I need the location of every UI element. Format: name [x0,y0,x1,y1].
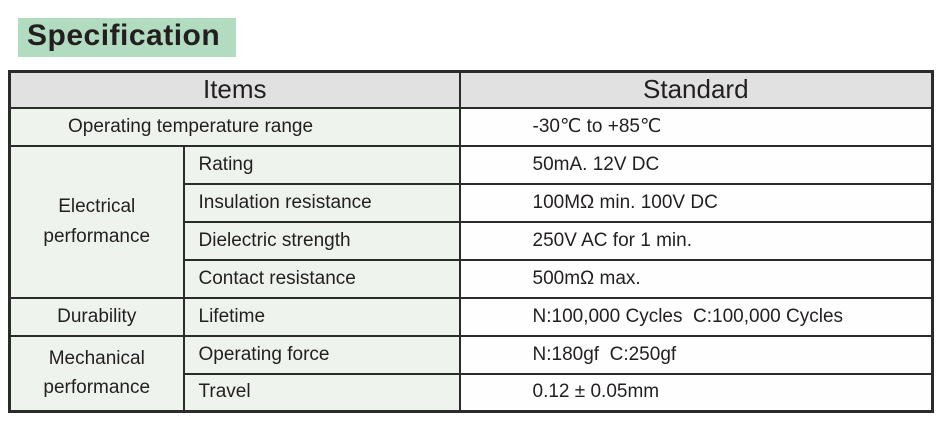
specification-table: Items Standard Operating temperature ran… [8,70,935,413]
column-header-standard: Standard [458,70,934,109]
standard-cell-operating-temperature-range: -30℃ to +85℃ [458,106,934,147]
standard-cell-rating: 50mA. 12V DC [458,144,934,185]
column-header-items: Items [8,70,461,109]
item-cell-operating-force: Operating force [182,334,461,375]
table-row: Dielectric strength 250V AC for 1 min. [10,220,934,261]
table-row: Travel 0.12 ± 0.05mm [10,372,934,413]
item-cell-contact-resistance: Contact resistance [182,258,461,299]
standard-cell-lifetime: N:100,000 Cycles C:100,000 Cycles [458,296,934,337]
group-cell-durability: Durability [8,296,185,337]
item-cell-insulation-resistance: Insulation resistance [182,182,461,223]
table-row: Durability Lifetime N:100,000 Cycles C:1… [8,296,934,337]
standard-cell-operating-force: N:180gf C:250gf [458,334,934,375]
table-row: Insulation resistance 100MΩ min. 100V DC [10,182,934,223]
table-row: Mechanical performance Operating force N… [8,334,934,413]
standard-cell-dielectric-strength: 250V AC for 1 min. [458,220,934,261]
table-row: Electrical performance Rating 50mA. 12V … [8,144,934,299]
item-cell-operating-temperature-range: Operating temperature range [8,106,461,147]
item-cell-rating: Rating [182,144,461,185]
group-cell-mechanical-performance: Mechanical performance [8,334,185,413]
standard-cell-insulation-resistance: 100MΩ min. 100V DC [458,182,934,223]
standard-cell-contact-resistance: 500mΩ max. [458,258,934,299]
item-cell-travel: Travel [182,372,461,413]
table-row: Operating temperature range -30℃ to +85℃ [8,106,934,147]
page-title: Specification [18,18,237,57]
standard-cell-travel: 0.12 ± 0.05mm [458,372,934,413]
table-row: Contact resistance 500mΩ max. [10,258,934,299]
item-cell-lifetime: Lifetime [182,296,461,337]
item-cell-dielectric-strength: Dielectric strength [182,220,461,261]
header-row: Items Standard [8,70,934,109]
group-cell-electrical-performance: Electrical performance [8,144,185,299]
